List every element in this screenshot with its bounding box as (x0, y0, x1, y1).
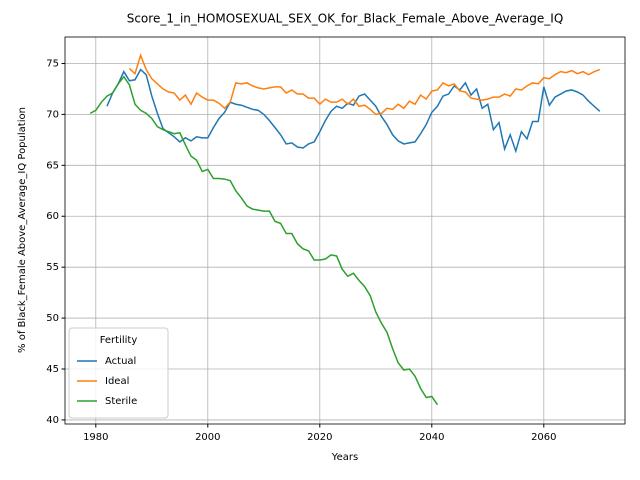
y-tick-label: 55 (46, 262, 59, 273)
y-tick-label: 75 (46, 58, 59, 69)
y-tick-label: 50 (46, 313, 59, 324)
x-tick-label: 2060 (531, 432, 556, 443)
legend-label: Ideal (105, 376, 129, 387)
line-series (128, 53, 601, 116)
axes-frame (64, 36, 626, 425)
y-tick-label: 45 (46, 364, 59, 375)
line-series (106, 68, 601, 154)
y-tick-label: 65 (46, 160, 59, 171)
legend-label: Sterile (105, 396, 137, 407)
x-tick-label: 1980 (83, 432, 108, 443)
x-tick-label: 2000 (195, 432, 220, 443)
y-tick-label: 70 (46, 109, 59, 120)
legend-title: Fertility (100, 335, 138, 346)
chart-title: Score_1_in_HOMOSEXUAL_SEX_OK_for_Black_F… (127, 12, 564, 26)
y-axis-label: % of Black_Female Above_Average_IQ Popul… (17, 107, 28, 353)
y-tick-label: 60 (46, 211, 59, 222)
x-tick-label: 2040 (419, 432, 444, 443)
x-axis-label: Years (331, 452, 358, 463)
line-series (89, 75, 439, 406)
x-tick-label: 2020 (307, 432, 332, 443)
legend-box (68, 327, 169, 419)
legend-label: Actual (105, 356, 136, 367)
y-tick-label: 40 (46, 415, 59, 426)
